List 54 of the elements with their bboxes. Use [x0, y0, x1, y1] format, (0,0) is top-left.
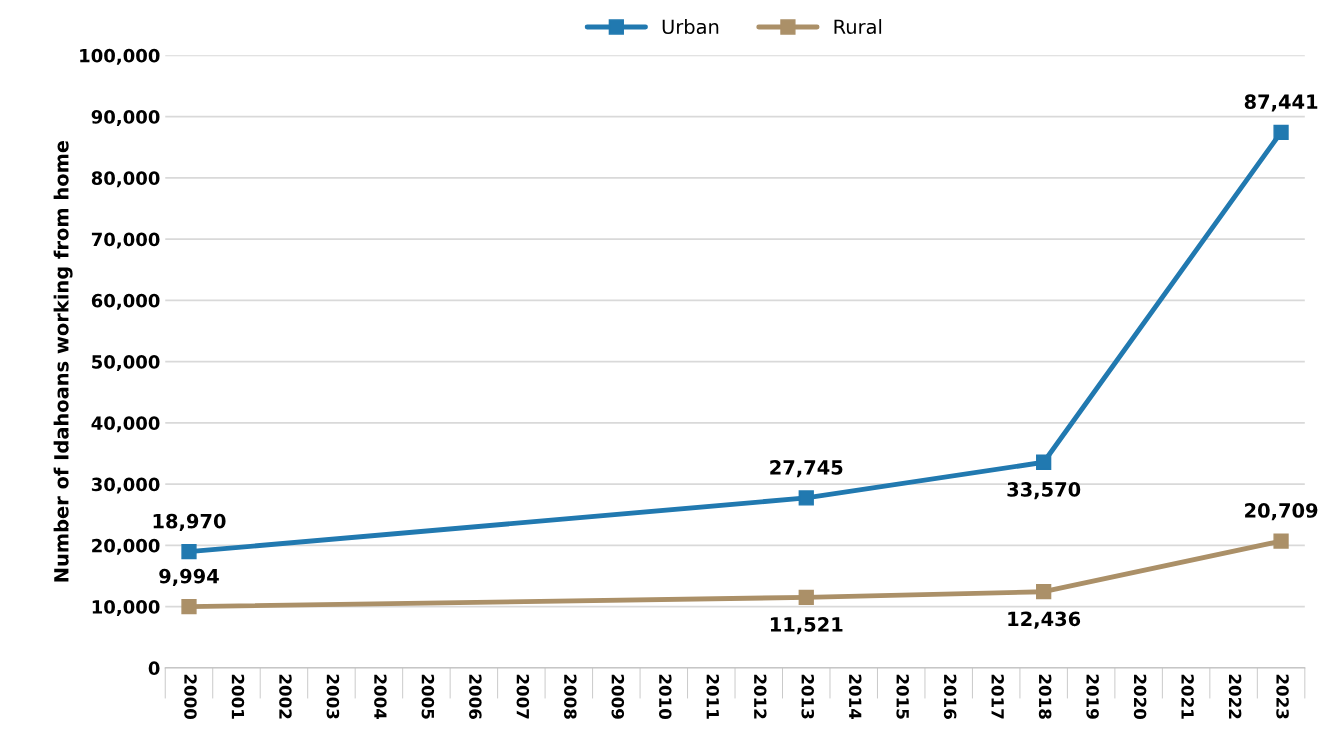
- x-tick-label: 2016: [943, 674, 957, 719]
- x-tick-label: 2013: [801, 674, 815, 719]
- point: [181, 544, 197, 560]
- point: [1273, 124, 1289, 140]
- legend-label: Urban: [662, 19, 719, 35]
- data-label: 87,441: [1244, 94, 1318, 112]
- x-tick-label: 2023: [1276, 674, 1289, 719]
- x-tick-label: 2010: [658, 674, 672, 720]
- x-tick-label: 2017: [991, 674, 1004, 719]
- x-tick-label: 2018: [1038, 674, 1052, 719]
- x-tick-label: 2014: [848, 674, 862, 720]
- data-label: 20,709: [1245, 503, 1318, 521]
- y-tick-label: 60,000: [91, 293, 160, 310]
- y-axis-title: Number of Idahoans working from home: [53, 140, 73, 582]
- y-tick-label: 10,000: [92, 600, 160, 617]
- y-tick-label: 0: [148, 661, 160, 676]
- data-label: 11,521: [770, 617, 843, 635]
- x-tick-label: 2004: [374, 674, 387, 720]
- point: [798, 490, 814, 506]
- y-tick-label: 80,000: [91, 171, 160, 188]
- x-tick-label: 2019: [1086, 674, 1099, 719]
- data-label: 9,994: [159, 568, 219, 586]
- point: [798, 589, 814, 605]
- y-tick-label: 20,000: [92, 538, 160, 555]
- point: [1036, 454, 1052, 470]
- x-tick-label: 2007: [516, 674, 530, 719]
- x-tick-label: 2022: [1228, 674, 1242, 719]
- x-tick-label: 2011: [706, 674, 720, 719]
- x-tick-label: 2009: [611, 674, 625, 719]
- data-label: 18,970: [153, 513, 226, 531]
- x-tick-label: 2012: [753, 674, 767, 719]
- y-tick-label: 50,000: [92, 355, 160, 372]
- data-label: 27,745: [770, 460, 843, 478]
- y-tick-label: 100,000: [80, 48, 160, 65]
- point: [181, 599, 197, 615]
- point: [1036, 584, 1052, 600]
- y-tick-label: 30,000: [91, 477, 160, 494]
- legend-label: Rural: [834, 19, 882, 35]
- x-tick-label: 2000: [184, 674, 197, 720]
- point: [1273, 533, 1289, 549]
- x-tick-label: 2020: [1133, 674, 1147, 720]
- y-tick-label: 70,000: [91, 232, 160, 249]
- y-tick-label: 40,000: [91, 416, 160, 433]
- x-tick-label: 2006: [469, 674, 482, 719]
- x-tick-label: 2015: [896, 674, 909, 719]
- data-label: 12,436: [1008, 611, 1081, 629]
- data-label: 33,570: [1007, 482, 1081, 500]
- x-tick-label: 2005: [421, 674, 435, 719]
- x-tick-label: 2008: [564, 674, 577, 719]
- x-tick-label: 2021: [1181, 674, 1194, 719]
- x-tick-label: 2003: [326, 674, 340, 719]
- y-tick-label: 90,000: [91, 110, 160, 127]
- x-tick-label: 2002: [279, 674, 292, 719]
- x-tick-label: 2001: [231, 674, 245, 719]
